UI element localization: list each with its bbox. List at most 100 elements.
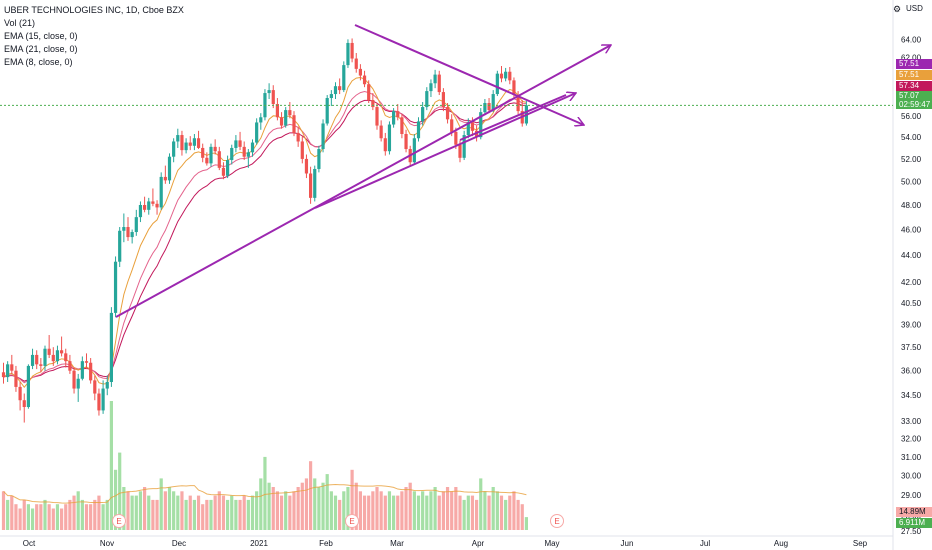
candle-body: [371, 100, 375, 108]
volume-bar: [138, 491, 143, 530]
legend-ema15[interactable]: EMA (15, close, 0): [4, 31, 78, 41]
volume-bar: [30, 508, 35, 530]
earnings-label: E: [554, 517, 559, 526]
volume-bar: [167, 487, 172, 530]
candle-body: [304, 158, 309, 174]
volume-bar: [151, 499, 155, 530]
earnings-circle: [550, 514, 564, 528]
volume-bar: [155, 499, 159, 530]
candle-body: [292, 115, 296, 133]
volume-bar: [172, 491, 176, 530]
candle-body: [134, 217, 138, 233]
candle-body: [346, 42, 350, 66]
volume-bar: [379, 491, 383, 530]
volume-bar: [362, 495, 367, 530]
x-tick-label: May: [544, 539, 559, 548]
x-tick-label: Apr: [472, 539, 485, 548]
candle-body: [122, 227, 126, 231]
candle-body: [130, 232, 134, 238]
x-tick-label: Oct: [23, 539, 36, 548]
candle-body: [367, 84, 371, 101]
candle-body: [226, 160, 230, 176]
volume-bar: [22, 499, 26, 530]
candle-body: [176, 135, 180, 142]
y-tick-label: 46.00: [901, 226, 922, 235]
volume-bar: [292, 491, 296, 530]
candle-body: [97, 393, 101, 411]
volume-bar: [458, 495, 462, 530]
volume-bar: [184, 499, 188, 530]
candle-body: [238, 140, 242, 147]
candle-body: [221, 167, 226, 176]
volume-bar: [392, 495, 396, 530]
candle-body: [55, 350, 60, 362]
candle-body: [126, 227, 130, 238]
volume-bar: [450, 491, 454, 530]
candle-body: [246, 152, 250, 157]
candle-body: [504, 71, 508, 79]
settings-icon[interactable]: ⚙: [893, 4, 902, 14]
x-tick-label: Jun: [621, 539, 634, 548]
candle-body: [445, 107, 450, 120]
y-tick-label: 56.00: [901, 112, 922, 121]
x-tick-label: Mar: [390, 539, 404, 548]
volume-bar: [60, 508, 64, 530]
volume-ma-line: [3, 484, 527, 504]
volume-bar: [475, 499, 479, 530]
candle-body: [512, 80, 516, 96]
candle-body: [151, 201, 155, 204]
candle-body: [184, 142, 188, 151]
volume-bar: [51, 508, 55, 530]
candle-body: [201, 147, 205, 158]
volume-bar: [226, 499, 230, 530]
volume-bar: [159, 478, 163, 530]
volume-bar: [255, 491, 259, 530]
volume-bar: [80, 499, 84, 530]
volume-bar: [504, 499, 508, 530]
y-tick-label: 29.00: [901, 491, 922, 500]
volume-bar: [288, 495, 292, 530]
volume-bar: [113, 469, 118, 530]
y-tick-label: 30.00: [901, 472, 922, 481]
volume-bar: [375, 487, 379, 530]
candle-body: [491, 94, 495, 111]
volume-bar: [279, 495, 284, 530]
legend-volume[interactable]: Vol (21): [4, 18, 36, 28]
y-tick-label: 33.00: [901, 417, 922, 426]
y-tick-label: 40.50: [901, 299, 922, 308]
legend-title[interactable]: UBER TECHNOLOGIES INC, 1D, Cboe BZX: [4, 5, 184, 15]
candle-body: [80, 361, 84, 379]
y-tick-label: 31.00: [901, 453, 922, 462]
volume-bar: [408, 482, 412, 530]
currency-label[interactable]: USD: [906, 4, 923, 13]
volume-bar: [483, 491, 487, 530]
volume-bar: [118, 452, 122, 530]
y-tick-label: 54.00: [901, 133, 922, 142]
legend-ema8[interactable]: EMA (8, close, 0): [4, 57, 73, 67]
volume-bar: [520, 504, 524, 530]
candle-body: [167, 156, 172, 181]
candle-body: [279, 117, 284, 126]
volume-bar: [263, 456, 267, 530]
volume-bar: [416, 495, 421, 530]
trendline-support-mid: [314, 93, 576, 209]
volume-bar: [524, 517, 528, 530]
volume-bar: [508, 495, 512, 530]
last-price-value: 57.07: [899, 91, 920, 100]
trendline-support-long: [115, 44, 611, 318]
volume-bar: [109, 401, 113, 530]
volume-bar: [196, 495, 201, 530]
candle-body: [296, 132, 300, 142]
volume-bar: [6, 499, 10, 530]
x-tick-label: Dec: [172, 539, 186, 548]
volume-label: 6.911M: [896, 518, 932, 528]
volume-bar: [412, 491, 416, 530]
candle-body: [118, 230, 122, 262]
candle-body: [155, 203, 159, 208]
legend-ema21[interactable]: EMA (21, close, 0): [4, 44, 78, 54]
volume-bar: [466, 495, 470, 530]
y-tick-label: 39.00: [901, 321, 922, 330]
volume-bar: [84, 504, 89, 530]
volume-bar: [72, 495, 76, 530]
